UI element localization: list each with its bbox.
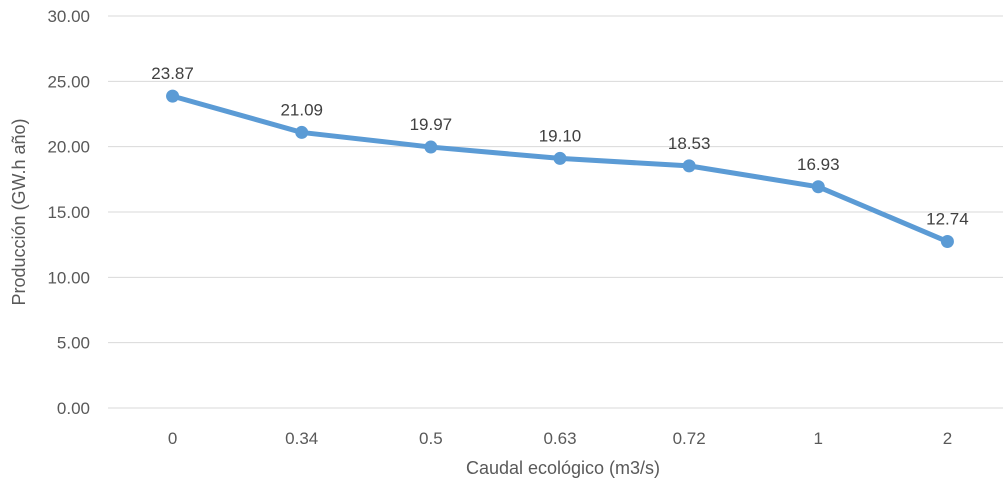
data-label: 12.74 bbox=[926, 210, 969, 229]
data-point bbox=[682, 159, 696, 173]
data-point bbox=[166, 89, 180, 103]
data-label: 23.87 bbox=[151, 64, 194, 83]
data-label: 19.10 bbox=[539, 126, 582, 145]
y-axis-ticks: 0.00 5.00 10.00 15.00 20.00 25.00 30.00 bbox=[47, 7, 90, 418]
y-tick-label: 20.00 bbox=[47, 138, 90, 157]
data-label: 21.09 bbox=[280, 100, 323, 119]
x-tick-label: 2 bbox=[943, 429, 952, 448]
data-label: 16.93 bbox=[797, 155, 840, 174]
y-tick-label: 30.00 bbox=[47, 7, 90, 26]
x-tick-label: 0.63 bbox=[543, 429, 576, 448]
data-point bbox=[553, 151, 567, 165]
x-tick-label: 1 bbox=[814, 429, 823, 448]
y-tick-label: 10.00 bbox=[47, 268, 90, 287]
data-point bbox=[295, 125, 309, 139]
data-label: 18.53 bbox=[668, 134, 711, 153]
x-tick-label: 0.72 bbox=[673, 429, 706, 448]
x-axis-title: Caudal ecológico (m3/s) bbox=[466, 458, 660, 478]
x-tick-label: 0.5 bbox=[419, 429, 443, 448]
data-point bbox=[940, 235, 954, 249]
x-tick-label: 0.34 bbox=[285, 429, 318, 448]
y-tick-label: 0.00 bbox=[57, 399, 90, 418]
x-axis-ticks: 0 0.34 0.5 0.63 0.72 1 2 bbox=[168, 429, 952, 448]
x-tick-label: 0 bbox=[168, 429, 177, 448]
series-group: 23.87 21.09 19.97 19.10 18.53 16.93 12.74 bbox=[151, 64, 969, 249]
y-tick-label: 25.00 bbox=[47, 72, 90, 91]
y-tick-label: 15.00 bbox=[47, 203, 90, 222]
data-point bbox=[424, 140, 438, 154]
gridlines bbox=[108, 15, 1003, 409]
y-tick-label: 5.00 bbox=[57, 334, 90, 353]
data-label: 19.97 bbox=[410, 115, 453, 134]
y-axis-title: Producción (GW.h año) bbox=[9, 118, 29, 305]
data-point bbox=[811, 180, 825, 194]
